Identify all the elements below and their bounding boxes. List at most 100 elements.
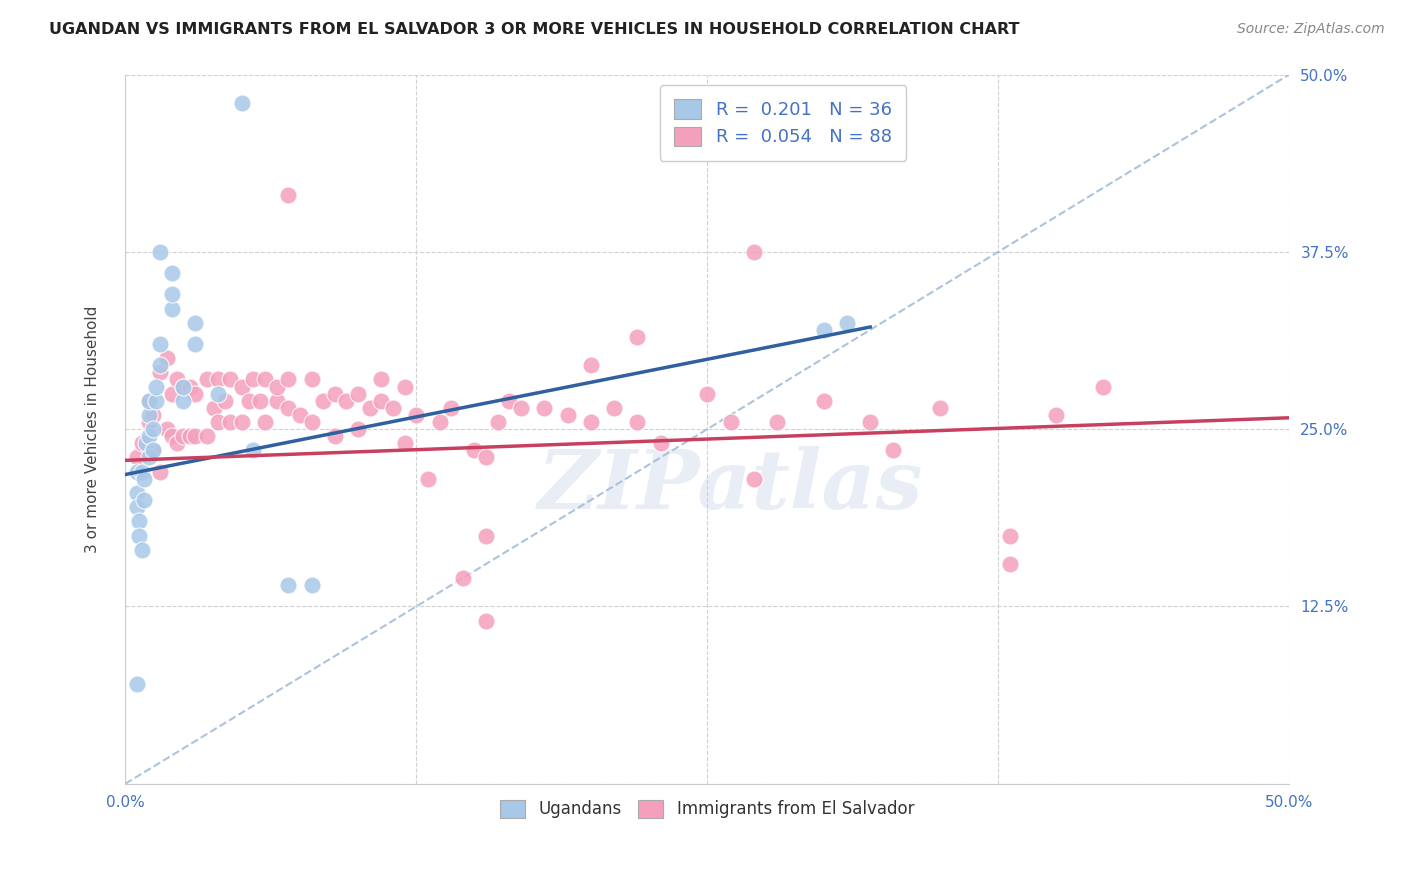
Point xyxy=(132,472,155,486)
Point xyxy=(742,244,765,259)
Point xyxy=(138,393,160,408)
Point xyxy=(142,443,165,458)
Point xyxy=(138,408,160,422)
Point xyxy=(998,557,1021,571)
Point xyxy=(242,372,264,386)
Point xyxy=(475,450,498,465)
Point xyxy=(813,323,835,337)
Point xyxy=(166,372,188,386)
Point xyxy=(382,401,405,415)
Point xyxy=(179,429,201,443)
Point xyxy=(173,429,195,443)
Point xyxy=(131,465,153,479)
Point xyxy=(166,436,188,450)
Point xyxy=(149,244,172,259)
Point xyxy=(184,429,207,443)
Point xyxy=(347,422,370,436)
Point xyxy=(301,372,323,386)
Point xyxy=(416,472,439,486)
Point xyxy=(277,401,299,415)
Point xyxy=(195,372,218,386)
Point xyxy=(510,401,533,415)
Point xyxy=(231,379,253,393)
Point xyxy=(149,359,172,373)
Point xyxy=(882,443,904,458)
Text: ZIPatlas: ZIPatlas xyxy=(537,446,924,526)
Point xyxy=(253,372,276,386)
Point xyxy=(370,372,392,386)
Point xyxy=(138,429,160,443)
Point xyxy=(202,401,225,415)
Point xyxy=(288,408,311,422)
Point xyxy=(125,465,148,479)
Point xyxy=(498,393,520,408)
Point xyxy=(486,415,509,429)
Point xyxy=(766,415,789,429)
Point xyxy=(249,393,271,408)
Point xyxy=(323,429,346,443)
Point xyxy=(145,393,167,408)
Point xyxy=(125,450,148,465)
Point xyxy=(214,393,236,408)
Point xyxy=(475,614,498,628)
Point xyxy=(184,316,207,330)
Point xyxy=(394,436,416,450)
Point xyxy=(145,379,167,393)
Point xyxy=(184,386,207,401)
Point xyxy=(138,450,160,465)
Point xyxy=(347,386,370,401)
Point xyxy=(242,443,264,458)
Point xyxy=(195,429,218,443)
Point xyxy=(440,401,463,415)
Point xyxy=(132,493,155,508)
Point xyxy=(149,365,172,379)
Point xyxy=(160,386,183,401)
Point xyxy=(156,351,179,366)
Point xyxy=(720,415,742,429)
Point xyxy=(160,266,183,280)
Point xyxy=(463,443,485,458)
Point xyxy=(301,415,323,429)
Point xyxy=(219,415,242,429)
Point xyxy=(125,677,148,691)
Point xyxy=(650,436,672,450)
Point xyxy=(533,401,555,415)
Text: UGANDAN VS IMMIGRANTS FROM EL SALVADOR 3 OR MORE VEHICLES IN HOUSEHOLD CORRELATI: UGANDAN VS IMMIGRANTS FROM EL SALVADOR 3… xyxy=(49,22,1019,37)
Point xyxy=(323,386,346,401)
Point xyxy=(149,337,172,351)
Point xyxy=(277,188,299,202)
Point xyxy=(859,415,882,429)
Point xyxy=(429,415,451,429)
Point xyxy=(579,359,602,373)
Point xyxy=(266,393,288,408)
Point xyxy=(238,393,260,408)
Point xyxy=(394,379,416,393)
Point xyxy=(742,472,765,486)
Point xyxy=(603,401,626,415)
Point xyxy=(335,393,357,408)
Point xyxy=(557,408,579,422)
Point xyxy=(929,401,952,415)
Point xyxy=(475,528,498,542)
Point xyxy=(207,386,229,401)
Point xyxy=(184,337,207,351)
Point xyxy=(231,95,253,110)
Legend: Ugandans, Immigrants from El Salvador: Ugandans, Immigrants from El Salvador xyxy=(494,793,921,825)
Point xyxy=(813,393,835,408)
Point xyxy=(149,465,172,479)
Point xyxy=(207,372,229,386)
Point xyxy=(626,330,648,344)
Point xyxy=(696,386,718,401)
Point xyxy=(998,528,1021,542)
Point xyxy=(219,372,242,386)
Point xyxy=(370,393,392,408)
Point xyxy=(138,415,160,429)
Point xyxy=(160,287,183,301)
Point xyxy=(125,486,148,500)
Point xyxy=(131,542,153,557)
Point xyxy=(1091,379,1114,393)
Text: Source: ZipAtlas.com: Source: ZipAtlas.com xyxy=(1237,22,1385,37)
Point xyxy=(160,301,183,316)
Point xyxy=(1045,408,1067,422)
Point xyxy=(179,379,201,393)
